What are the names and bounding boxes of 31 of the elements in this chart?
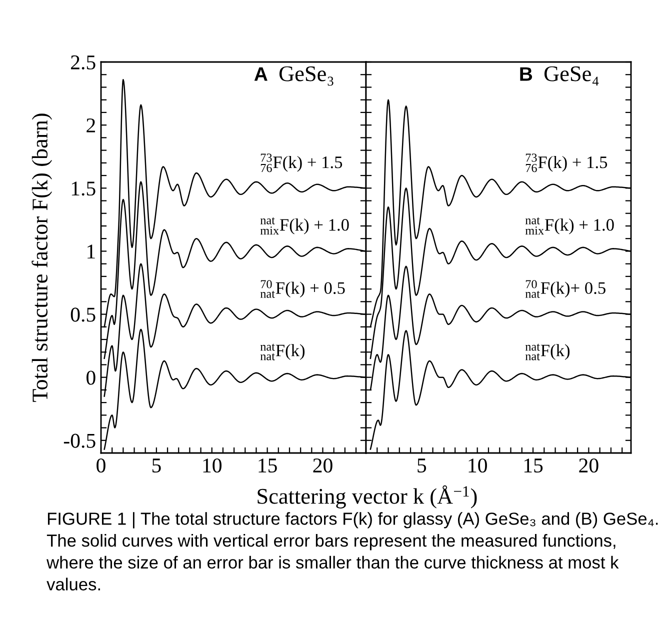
- legend-label: $^{73}$$_{76}$F(k) + 1.5: [260, 154, 342, 172]
- x-tick-label: 10: [203, 458, 222, 473]
- x-tick-label: 20: [579, 458, 598, 473]
- y-tick-label: 1: [88, 244, 95, 258]
- x-tick-label: 15: [524, 458, 543, 473]
- x-tick-label: 15: [258, 458, 277, 473]
- y-tick-label: 0.5: [70, 308, 96, 322]
- x-axis-title: Scattering vector k (Å$^{−1}$): [258, 485, 477, 508]
- y-tick-label: 0: [86, 370, 96, 385]
- legend-label: $^{70}$$_{nat}$F(k) + 0.5: [260, 280, 345, 298]
- caption: FIGURE 1 | The total structure factors F(k) for glassy (A) GeSe₃ and (B) GeSe₄. The solid curves with vertical error bars represent the measured functions, where the size of an error bar is smaller than the curve thickness at most k values.: [46, 512, 658, 590]
- legend-label: $^{70}$$_{nat}$F(k)+ 0.5: [525, 280, 606, 298]
- x-tick-label: 10: [468, 458, 487, 473]
- chart-title: GeSe₄: [544, 66, 599, 86]
- x-tick-label: 5: [418, 458, 426, 473]
- legend-label: $^{73}$$_{76}$F(k) + 1.5: [526, 154, 608, 172]
- legend-label: $^{nat}$$_{mix}$F(k) + 1.0: [260, 217, 349, 235]
- y-tick-label: 2: [86, 118, 95, 132]
- y-tick-label: 1.5: [72, 182, 96, 196]
- chart-title: GeSe₃: [279, 66, 334, 86]
- y-tick-label: 2.5: [71, 55, 96, 70]
- y-tick-label: -0.5: [64, 434, 96, 448]
- legend-label: $^{nat}$$_{mix}$F(k) + 1.0: [525, 217, 614, 235]
- x-tick-label: 0: [96, 458, 106, 473]
- x-tick-label: 5: [152, 458, 161, 473]
- series-label: $^{nat}$$_{nat}$F(k): [525, 344, 570, 360]
- series-label: $^{nat}$$_{nat}$F(k): [260, 344, 305, 360]
- x-tick-label: 20: [313, 458, 332, 473]
- y-axis-title: Total structure factor F(k) (barn): [32, 114, 52, 402]
- annotation: A: [254, 67, 268, 81]
- annotation: B: [520, 67, 532, 81]
